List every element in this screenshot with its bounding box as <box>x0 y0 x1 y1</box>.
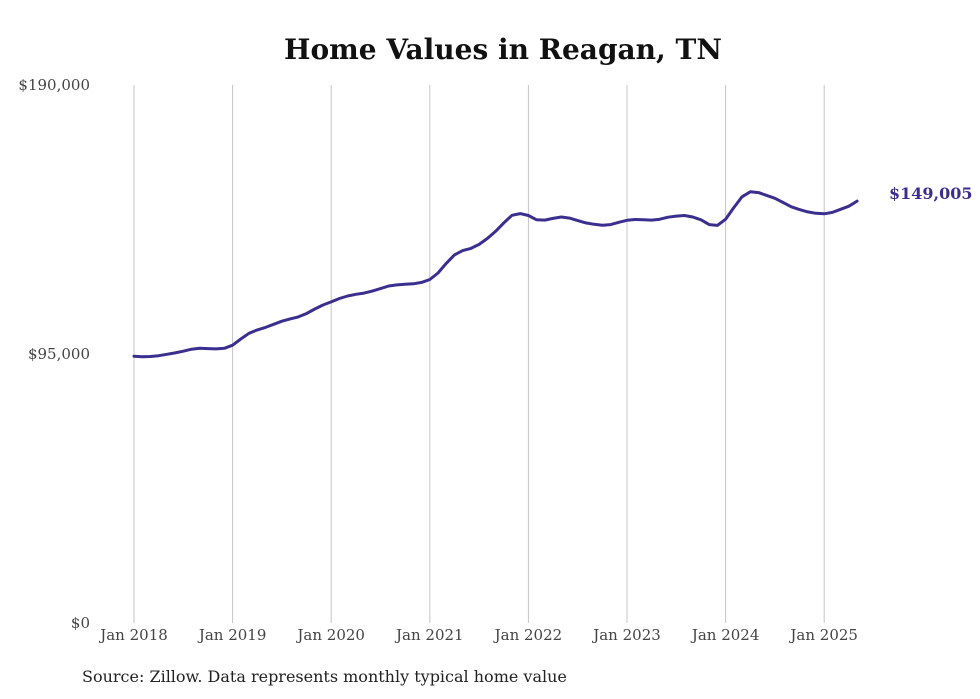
end-value-label: $149,005 <box>889 184 973 203</box>
grid-lines <box>133 85 825 623</box>
y-axis-ticks: $190,000 $95,000 $0 <box>18 76 90 632</box>
x-tick-label: Jan 2024 <box>690 626 760 644</box>
source-note: Source: Zillow. Data represents monthly … <box>82 667 567 686</box>
y-tick-label: $95,000 <box>28 345 90 363</box>
x-tick-label: Jan 2019 <box>197 626 267 644</box>
series-line <box>132 190 859 359</box>
y-tick-label: $190,000 <box>18 76 90 94</box>
x-tick-label: Jan 2018 <box>98 626 168 644</box>
chart-title: Home Values in Reagan, TN <box>284 33 722 66</box>
x-axis-ticks: Jan 2018 Jan 2019 Jan 2020 Jan 2021 Jan 2022… <box>98 626 858 644</box>
x-tick-label: Jan 2023 <box>591 626 661 644</box>
x-tick-label: Jan 2021 <box>394 626 464 644</box>
x-tick-label: Jan 2022 <box>493 626 563 644</box>
y-tick-label: $0 <box>71 614 90 632</box>
x-tick-label: Jan 2025 <box>788 626 858 644</box>
x-tick-label: Jan 2020 <box>295 626 365 644</box>
